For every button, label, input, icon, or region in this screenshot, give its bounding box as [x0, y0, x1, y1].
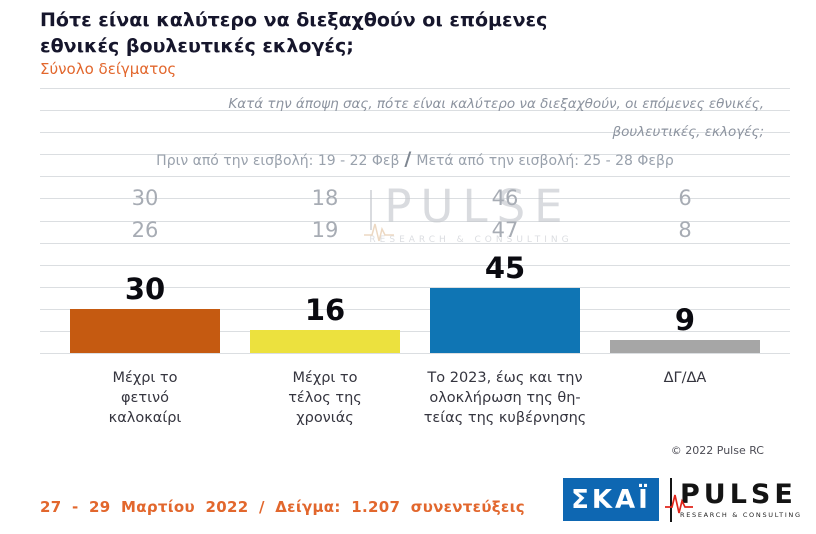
value-after-invasion: 8 [678, 218, 692, 242]
bar-value-label: 45 [484, 251, 526, 285]
period-before: Πριν από την εισβολή: 19 - 22 Φεβ [156, 153, 400, 169]
bar-column: 16 [235, 293, 415, 353]
category-label: Μέχρι το τέλος της χρονιάς [288, 370, 362, 426]
pulse-watermark: PULSE RESEARCH & CONSULTING [336, 180, 606, 245]
category-label: Το 2023, έως και την ολοκλήρωση της θη-τε… [423, 370, 587, 426]
bar-3 [610, 340, 760, 353]
category-labels: Μέχρι το φετινό καλοκαίρι Μέχρι το τέλος της… [55, 368, 775, 428]
watermark-pulse-icon [364, 223, 394, 242]
period-after: Μετά από την εισβολή: 25 - 28 Φεβρ [416, 153, 674, 169]
survey-question-line2: βουλευτικές, εκλογές; [612, 124, 765, 141]
bar-2 [430, 288, 580, 353]
bar-0 [70, 309, 220, 353]
survey-question: Κατά την άποψη σας, πότε είναι καλύτερο … [228, 90, 764, 147]
gridline [40, 110, 790, 111]
value-before-invasion: 30 [131, 186, 159, 210]
sample-subtitle: Σύνολο δείγματος [40, 60, 177, 78]
watermark-tagline: RESEARCH & CONSULTING [369, 235, 573, 245]
value-before-invasion: 46 [491, 186, 519, 210]
pulse-logo-tagline: RESEARCH & CONSULTING [680, 511, 802, 519]
pulse-logo-main: PULSE RESEARCH & CONSULTING [680, 481, 802, 519]
gridline [40, 132, 790, 133]
bar-value-label: 30 [124, 272, 166, 306]
fieldwork-note: 27 - 29 Μαρτίου 2022 / Δείγμα: 1.207 συν… [40, 498, 525, 516]
bar-value-label: 16 [304, 293, 346, 327]
gridline [40, 287, 790, 288]
page-title: Πότε είναι καλύτερο να διεξαχθούν οι επό… [40, 9, 548, 57]
gridline [40, 154, 790, 155]
watermark-brand-text: PULSE [384, 180, 572, 233]
pulse-logo: PULSE RESEARCH & CONSULTING [665, 476, 804, 524]
value-after-invasion: 26 [131, 218, 159, 242]
category-label: ΔΓ/ΔΑ [663, 370, 707, 386]
value-after-invasion: 19 [311, 218, 339, 242]
gridline [40, 265, 790, 266]
gridline [40, 221, 790, 222]
gridline [40, 176, 790, 177]
bar-value-label: 9 [674, 303, 696, 337]
gridline [40, 331, 790, 332]
gridline [40, 243, 790, 244]
gridline [40, 198, 790, 199]
copyright-note: © 2022 Pulse RC [670, 444, 764, 457]
chart-area: PULSE RESEARCH & CONSULTING Κατά την άπο… [40, 88, 790, 354]
value-before-invasion: 18 [311, 186, 339, 210]
skai-logo: ΣΚΑΪ [563, 478, 659, 521]
pulse-logo-pulse-icon [665, 494, 693, 514]
survey-question-line1: Κατά την άποψη σας, πότε είναι καλύτερο … [228, 96, 764, 112]
value-before-invasion: 6 [678, 186, 692, 210]
bar-column: 9 [595, 303, 775, 353]
watermark-brand: PULSE [336, 180, 606, 233]
watermark-bar-icon [370, 190, 373, 230]
bar-column: 30 [55, 272, 235, 353]
pulse-logo-name: PULSE [680, 479, 797, 510]
period-separator: / [404, 148, 412, 170]
gridline [40, 88, 790, 89]
row-before: 30 18 46 6 [55, 186, 775, 210]
gridline [40, 309, 790, 310]
bar-column: 45 [415, 251, 595, 353]
gridline [40, 353, 790, 354]
category-label: Μέχρι το φετινό καλοκαίρι [108, 370, 182, 426]
period-note: Πριν από την εισβολή: 19 - 22 Φεβ / Μετά α… [40, 148, 790, 170]
value-after-invasion: 47 [491, 218, 519, 242]
bars-row: 30 16 45 9 [55, 251, 775, 353]
bar-1 [250, 330, 400, 353]
row-after: 26 19 47 8 [55, 218, 775, 242]
pulse-logo-bar-icon [670, 478, 672, 522]
